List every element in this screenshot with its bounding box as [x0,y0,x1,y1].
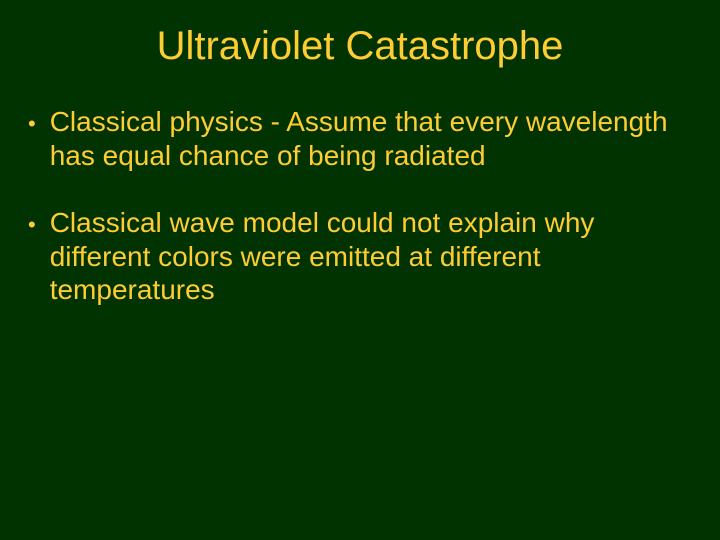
bullet-list: • Classical physics - Assume that every … [0,105,720,307]
bullet-text: Classical wave model could not explain w… [50,206,696,307]
list-item: • Classical physics - Assume that every … [28,105,696,172]
list-item: • Classical wave model could not explain… [28,206,696,307]
slide: Ultraviolet Catastrophe • Classical phys… [0,0,720,540]
bullet-text: Classical physics - Assume that every wa… [50,105,696,172]
slide-title: Ultraviolet Catastrophe [0,0,720,105]
bullet-icon: • [28,206,50,238]
bullet-icon: • [28,105,50,137]
